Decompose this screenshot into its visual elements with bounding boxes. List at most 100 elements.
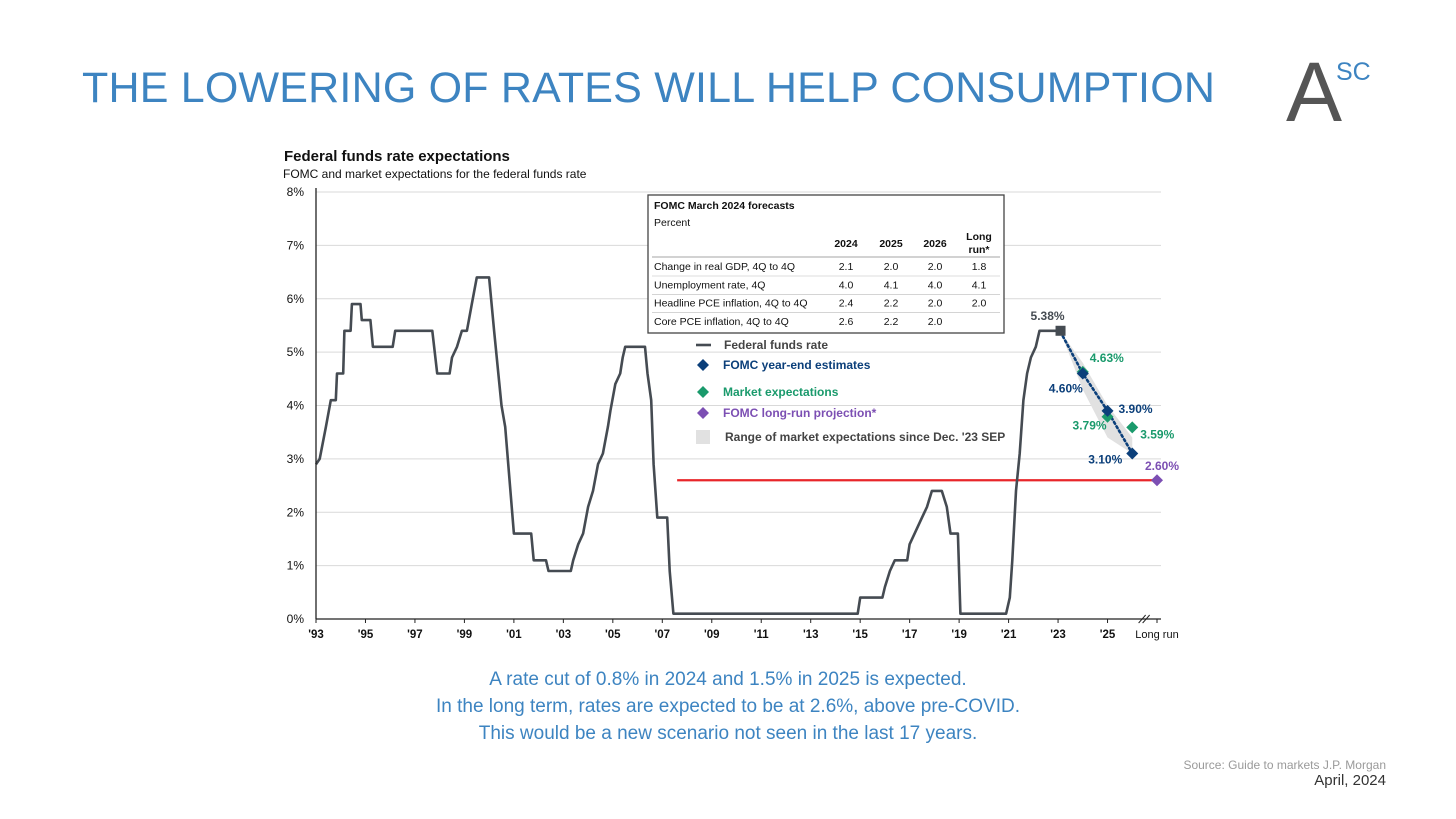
table-cell: 2.0 [972, 298, 987, 310]
fomc-forecast-table: FOMC March 2024 forecasts Percent 2024 2025… [647, 194, 1005, 334]
chart-title: Federal funds rate expectations [284, 148, 510, 165]
x-tick-label: Long run [1135, 629, 1178, 641]
table-cell: 2.2 [884, 316, 899, 328]
legend-label: Range of market expectations since Dec. … [725, 430, 1005, 444]
caption-line: In the long term, rates are expected to … [435, 696, 1021, 717]
table-cell: 2.0 [928, 316, 943, 328]
x-tick-label: '07 [655, 629, 671, 641]
annotation-label: 3.79% [1073, 419, 1107, 433]
axes: 0% 1% 2% 3% 4% 5% 6% 7% 8% '93 '95 '97 '99 '01 '03 '05 '… [287, 185, 1179, 641]
fomc-estimate-point [1126, 447, 1139, 460]
caption-line: This would be a new scenario not seen in… [478, 723, 978, 744]
fomc-estimate-point [1101, 404, 1114, 417]
caption: A rate cut of 0.8% in 2024 and 1.5% in 2… [0, 666, 1456, 747]
table-cell: 4.0 [839, 279, 854, 291]
table-subtitle: Percent [654, 217, 690, 229]
y-tick-label: 1% [287, 559, 305, 573]
annotation-label: 3.10% [1088, 453, 1122, 467]
x-tick-label: '19 [951, 629, 967, 641]
x-tick-label: '03 [556, 629, 572, 641]
table-column-header: 2024 [834, 238, 858, 250]
table-row-label: Core PCE inflation, 4Q to 4Q [654, 316, 789, 328]
table-title: FOMC March 2024 forecasts [654, 200, 795, 212]
fomc-estimate-point [1076, 367, 1089, 380]
annotation-label: 2.60% [1145, 459, 1179, 473]
x-tick-label: '17 [902, 629, 918, 641]
table-cell: 2.4 [839, 298, 854, 310]
market-expectation-point [1126, 421, 1139, 434]
table-cell: 2.2 [884, 298, 899, 310]
axis-break-mark [1142, 614, 1151, 624]
table-cell: 4.0 [928, 279, 943, 291]
slide-title: THE LOWERING OF RATES WILL HELP CONSUMPT… [82, 64, 1216, 112]
fed-funds-line-layer [314, 276, 1061, 615]
source-note: Source: Guide to markets J.P. Morgan [1183, 758, 1386, 772]
legend-swatch [697, 407, 709, 419]
x-tick-label: '01 [506, 629, 522, 641]
legend-swatch [696, 430, 710, 444]
fomc-dotted-line [1059, 330, 1134, 455]
logo-letter: A [1286, 45, 1343, 139]
table-column-header: 2026 [923, 238, 947, 250]
x-tick-label: '97 [407, 629, 423, 641]
x-tick-label: '13 [803, 629, 819, 641]
table-cell: 1.8 [972, 261, 987, 273]
x-tick-label: '05 [605, 629, 621, 641]
fed-funds-chart: Federal funds rate expectations FOMC and… [283, 148, 1180, 641]
y-tick-label: 0% [287, 612, 305, 626]
projection-markers [1055, 325, 1163, 487]
logo-superscript: SC [1336, 58, 1371, 86]
y-tick-label: 7% [287, 238, 305, 252]
y-tick-label: 2% [287, 505, 305, 519]
y-tick-label: 6% [287, 292, 305, 306]
current-rate-marker [1055, 325, 1066, 336]
legend-label: FOMC long-run projection* [723, 406, 877, 420]
table-row-label: Headline PCE inflation, 4Q to 4Q [654, 298, 808, 310]
annotation-labels: 5.38% 4.63% 4.60% 3.90% 3.79% 3.59% 3.10% 2.60% [1031, 309, 1180, 473]
x-tick-label: '95 [358, 629, 374, 641]
date-label: April, 2024 [1314, 772, 1386, 789]
x-tick-label: '25 [1100, 629, 1116, 641]
axis-break-mark [1138, 614, 1147, 624]
x-tick-label: '93 [308, 629, 324, 641]
annotation-label: 3.90% [1119, 402, 1153, 416]
table-column-header: 2025 [879, 238, 903, 250]
legend-label: FOMC year-end estimates [723, 358, 871, 372]
x-tick-label: '11 [754, 629, 769, 641]
table-cell: 4.1 [972, 279, 987, 291]
x-tick-label: '15 [852, 629, 868, 641]
table-row-label: Unemployment rate, 4Q [654, 279, 765, 291]
caption-line: A rate cut of 0.8% in 2024 and 1.5% in 2… [489, 669, 967, 690]
x-tick-label: '09 [704, 629, 720, 641]
chart-subtitle: FOMC and market expectations for the fed… [283, 167, 587, 181]
fed-funds-line [314, 276, 1061, 615]
table-cell: 2.1 [839, 261, 854, 273]
y-tick-label: 3% [287, 452, 305, 466]
table-column-header: Long [966, 231, 992, 243]
y-tick-label: 4% [287, 399, 305, 413]
annotation-label: 3.59% [1140, 427, 1174, 441]
y-tick-label: 8% [287, 185, 305, 199]
y-tick-label: 5% [287, 345, 305, 359]
annotation-label: 4.60% [1049, 381, 1083, 395]
table-frame [647, 194, 1005, 334]
x-tick-label: '99 [457, 629, 473, 641]
legend-swatch [697, 386, 709, 398]
table-row-label: Change in real GDP, 4Q to 4Q [654, 261, 795, 273]
table-cell: 2.0 [884, 261, 899, 273]
annotation-label: 4.63% [1090, 351, 1124, 365]
x-tick-label: '21 [1001, 629, 1017, 641]
legend-label: Federal funds rate [724, 338, 828, 352]
table-column-header: run* [969, 244, 991, 256]
long-run-projection-point [1151, 474, 1163, 487]
chart-legend: Federal funds rate FOMC year-end estimate… [696, 338, 1005, 444]
table-cell: 2.0 [928, 261, 943, 273]
table-cell: 4.1 [884, 279, 899, 291]
asc-logo: A SC [1284, 50, 1374, 134]
table-cell: 2.6 [839, 316, 854, 328]
legend-swatch [697, 359, 709, 371]
annotation-label: 5.38% [1031, 309, 1065, 323]
legend-label: Market expectations [723, 385, 839, 399]
x-tick-label: '23 [1050, 629, 1066, 641]
table-cell: 2.0 [928, 298, 943, 310]
